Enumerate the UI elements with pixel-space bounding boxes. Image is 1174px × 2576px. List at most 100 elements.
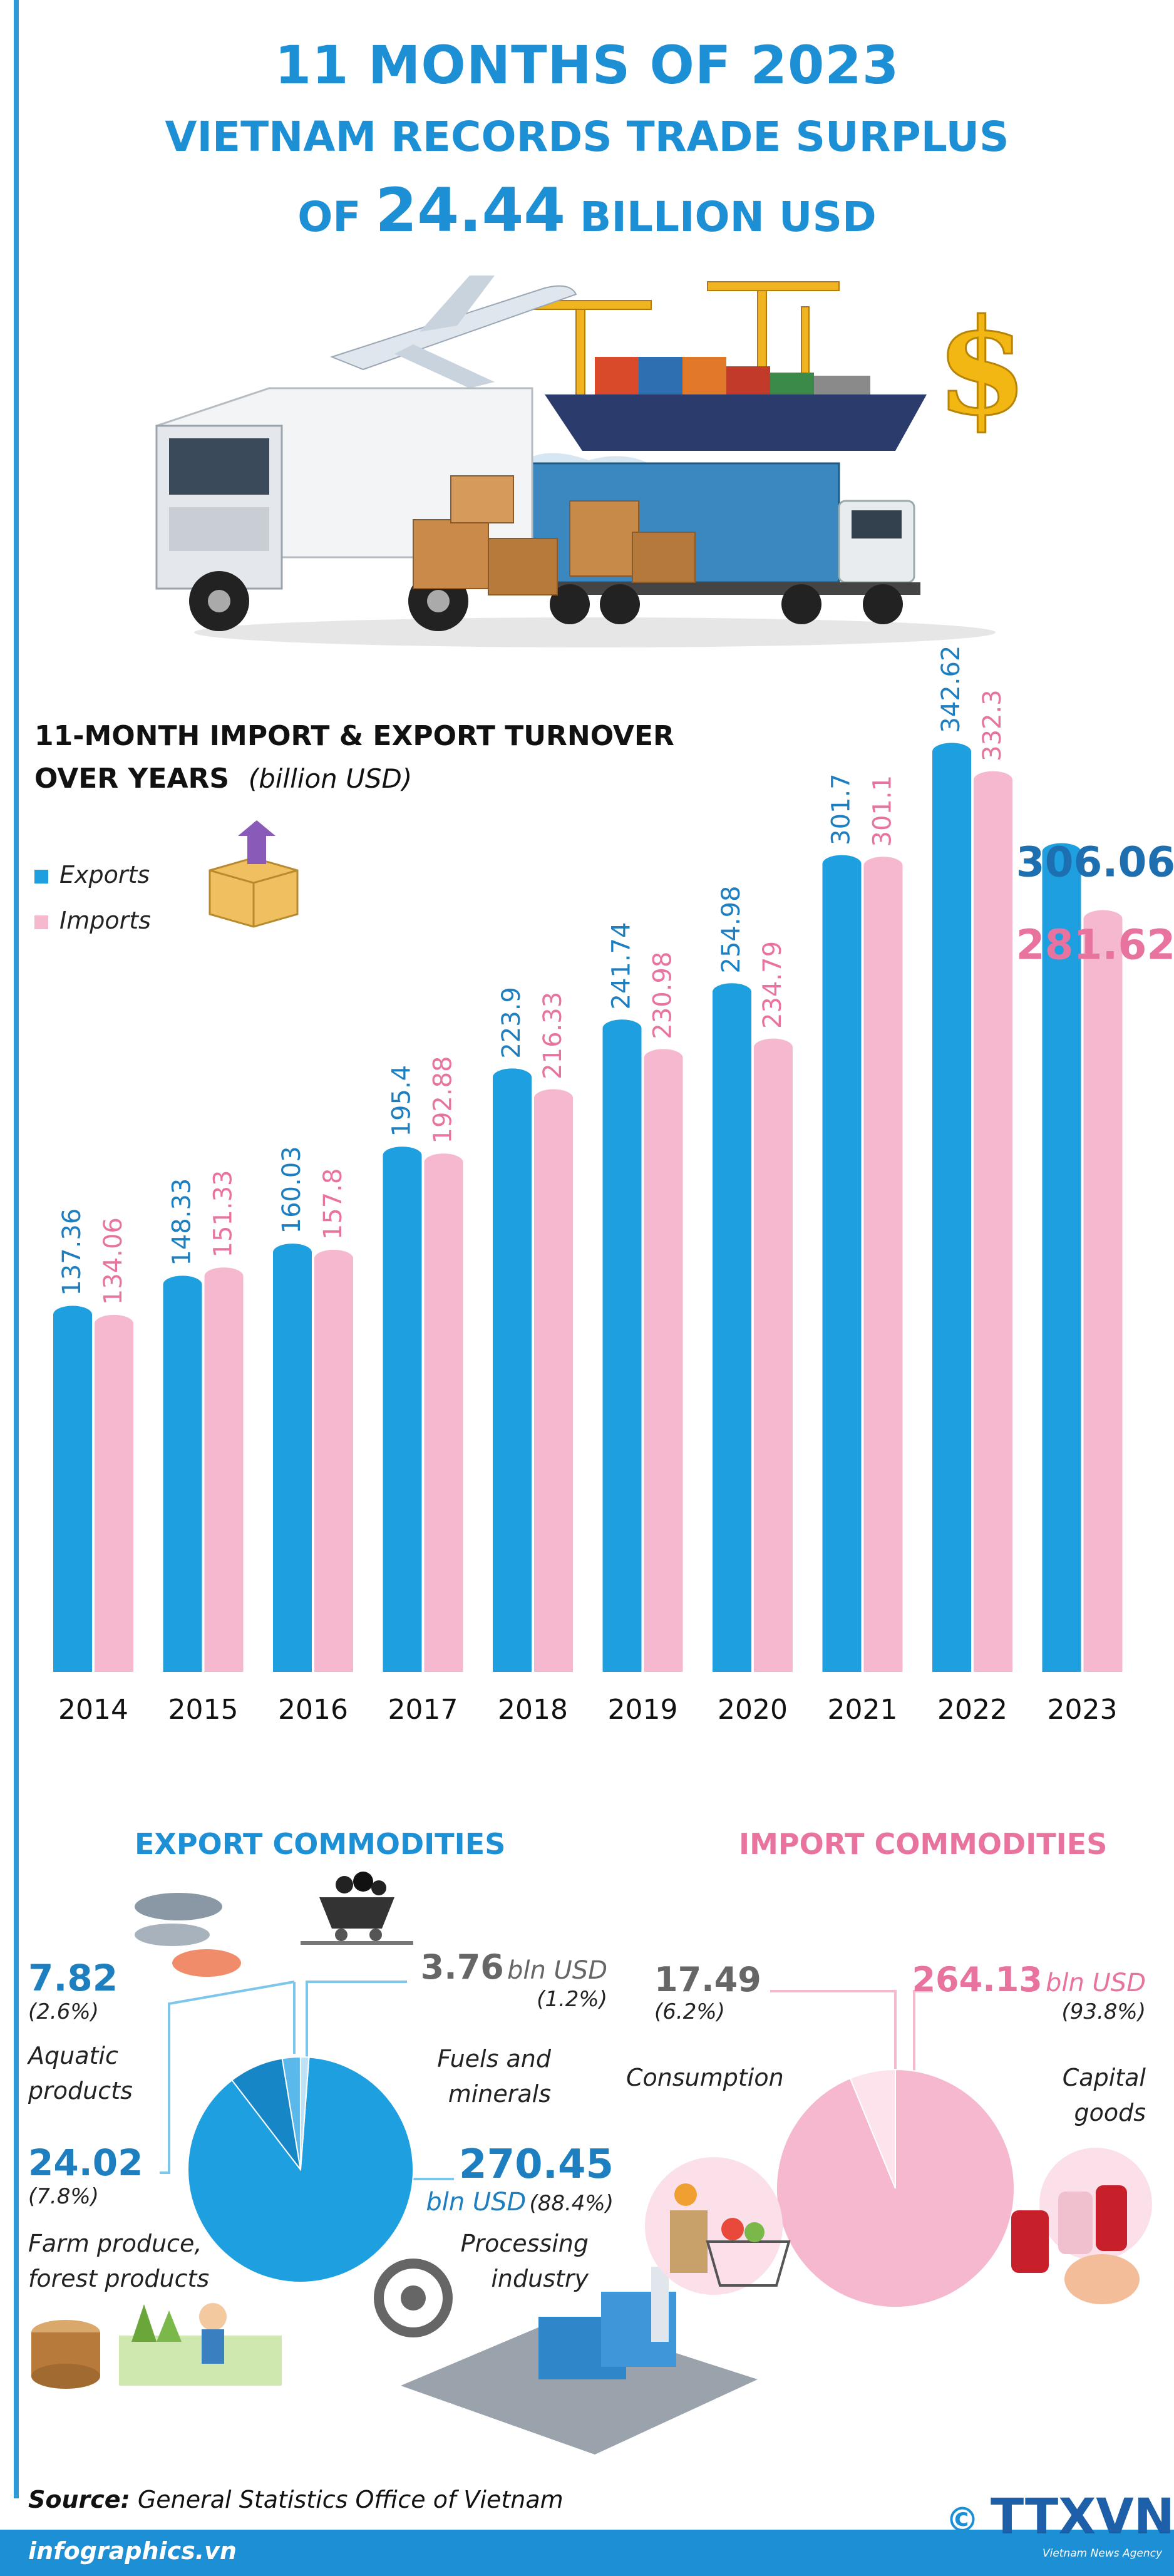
ship-containers: [595, 357, 870, 394]
dollar-sign-icon: $: [935, 289, 1029, 446]
consumption-value-block: 17.49 (6.2%): [654, 1960, 761, 2024]
cardboard-boxes: [413, 475, 696, 595]
legend-label-exports: Exports: [59, 861, 150, 889]
processing-share: (88.4%): [529, 2191, 614, 2216]
fuels-unit: bln USD: [507, 1956, 607, 1985]
footer-bar: [0, 2530, 1174, 2576]
x-tick-2017: 2017: [388, 1694, 458, 1726]
x-tick-2021: 2021: [828, 1694, 898, 1726]
chart-title-line-2: OVER YEARS (billion USD): [34, 763, 412, 795]
bar-exports-2016: [273, 1244, 312, 1672]
bar-imports-2020: [754, 1038, 793, 1672]
import-commodities-title: IMPORT COMMODITIES: [739, 1827, 1108, 1861]
processing-label-1: Processing: [460, 2230, 589, 2257]
fuels-label-1: Fuels and: [437, 2045, 551, 2073]
import-slice-1: [849, 2068, 896, 2189]
label-imports-2021: 301.1: [868, 775, 897, 847]
thread-spools-icon: [1011, 2148, 1152, 2304]
export-slice-2: [281, 2056, 301, 2170]
capital-label-2: goods: [1074, 2099, 1146, 2126]
bar-exports-2018: [493, 1068, 532, 1672]
import-slice-0: [776, 2068, 1016, 2308]
bar-imports-2014: [95, 1314, 133, 1672]
label-exports-2017: 195.4: [388, 1065, 416, 1137]
aquatic-label: Aquatic products: [28, 2038, 133, 2108]
bar-imports-2022: [974, 771, 1012, 1672]
fuels-share: (1.2%): [537, 1987, 607, 2012]
legend-exports: Exports: [34, 861, 150, 889]
title-line-2: VIETNAM RECORDS TRADE SURPLUS: [165, 113, 1009, 161]
cargo-ship-hull: [545, 394, 927, 451]
export-slice-0: [187, 2056, 414, 2283]
label-imports-2015: 151.33: [209, 1170, 238, 1258]
bar-exports-2022: [932, 743, 971, 1672]
processing-label: Processing industry: [413, 2226, 589, 2296]
export-slice-3: [299, 2056, 310, 2170]
bar-imports-2015: [204, 1267, 244, 1672]
bar-exports-2023: [1042, 843, 1081, 1672]
trade-illustration: $: [155, 276, 1029, 647]
shopping-basket-icon: [645, 2157, 791, 2295]
x-tick-2023: 2023: [1048, 1694, 1118, 1726]
label-exports-2015: 148.33: [168, 1178, 197, 1266]
processing-value: 270.45: [459, 2141, 614, 2188]
consumption-label: Consumption: [626, 2064, 784, 2091]
capital-label-1: Capital: [1062, 2064, 1146, 2091]
export-pie: [187, 2056, 414, 2283]
farm-label-1: Farm produce,: [28, 2230, 202, 2257]
label-imports-2019: 230.98: [649, 952, 677, 1039]
title-line-1: 11 MONTHS OF 2023: [274, 34, 900, 96]
fuels-label: Fuels and minerals: [401, 2041, 551, 2111]
agency-name: TTXVN: [991, 2489, 1174, 2545]
leader-fuels: [306, 1981, 407, 2060]
label-exports-2019: 241.74: [607, 922, 636, 1010]
bar-imports-2023: [1083, 910, 1123, 1672]
bar-exports-2017: [383, 1146, 422, 1672]
label-exports-2016: 160.03: [277, 1146, 306, 1234]
bar-exports-2015: [163, 1275, 202, 1672]
source-text: General Statistics Office of Vietnam: [137, 2486, 564, 2513]
label-imports-2014: 134.06: [99, 1217, 128, 1305]
legend-label-imports: Imports: [59, 907, 151, 934]
left-accent-rule: [14, 0, 19, 2498]
processing-unit: bln USD: [426, 2188, 527, 2217]
bar-exports-2021: [822, 855, 862, 1672]
footer-site[interactable]: infographics.vn: [28, 2537, 237, 2565]
label-exports-2018: 223.9: [497, 987, 526, 1059]
leader-consumption: [770, 1990, 897, 2073]
copyright-icon: ©: [945, 2500, 979, 2540]
bar-imports-2016: [314, 1249, 353, 1672]
wood-stump-icon: [31, 2320, 100, 2389]
processing-label-2: industry: [491, 2265, 589, 2292]
import-pie: [776, 2068, 1016, 2308]
legend-swatch-exports: [34, 869, 48, 884]
label-imports-2022: 332.3: [978, 689, 1007, 761]
fuels-value-block: 3.76 bln USD (1.2%): [420, 1947, 607, 2012]
x-tick-2015: 2015: [168, 1694, 239, 1726]
farmer-icon: [119, 2303, 282, 2386]
x-tick-2018: 2018: [498, 1694, 568, 1726]
x-tick-2016: 2016: [278, 1694, 348, 1726]
label-imports-2018: 216.33: [538, 992, 567, 1079]
x-tick-2020: 2020: [718, 1694, 788, 1726]
processing-value-block: 270.45 bln USD (88.4%): [401, 2141, 614, 2217]
airplane-icon: [330, 276, 577, 388]
label-imports-2016: 157.8: [319, 1168, 348, 1240]
capital-unit: bln USD: [1045, 1969, 1146, 1997]
bar-imports-2017: [424, 1153, 463, 1672]
fuels-label-2: minerals: [448, 2080, 551, 2108]
title-of: OF: [297, 193, 361, 241]
label-exports-2014: 137.36: [58, 1208, 86, 1296]
fish-icon: [135, 1893, 241, 1977]
consumption-share: (6.2%): [654, 1999, 725, 2024]
title-line-3: OF 24.44 BILLION USD: [0, 175, 1174, 245]
surplus-value: 24.44: [375, 175, 566, 245]
export-slice-1: [231, 2058, 301, 2170]
legend-imports: Imports: [34, 907, 151, 934]
chart-title-line-1: 11-MONTH IMPORT & EXPORT TURNOVER: [34, 720, 674, 752]
bar-imports-2019: [644, 1049, 683, 1672]
x-tick-2014: 2014: [58, 1694, 128, 1726]
capital-label: Capital goods: [1002, 2060, 1146, 2130]
bar-exports-2019: [602, 1019, 642, 1672]
fuels-value: 3.76: [420, 1947, 504, 1987]
